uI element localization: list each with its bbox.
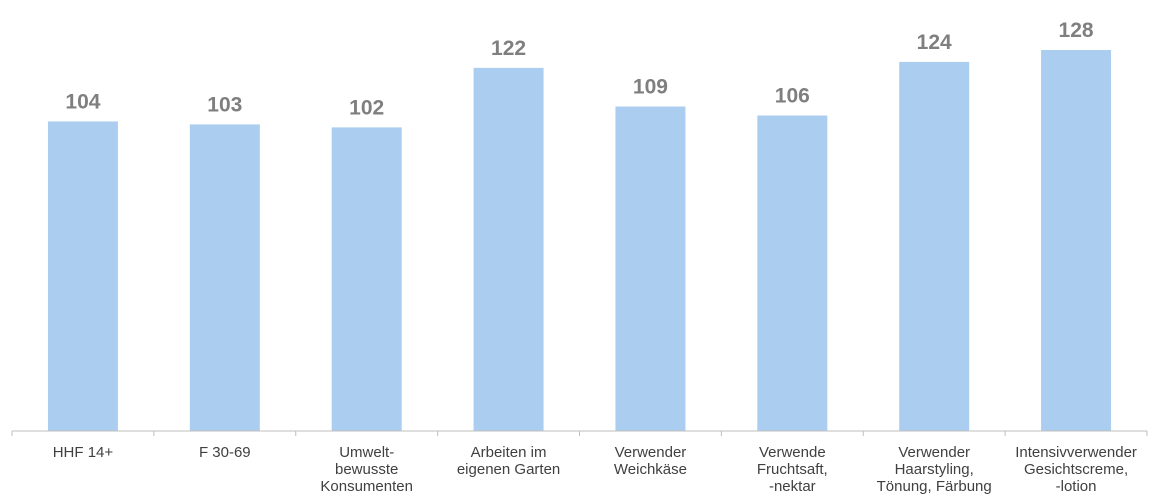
- x-axis-ticks-group: [11, 431, 1148, 436]
- category-label-line: Tönung, Färbung: [877, 478, 992, 495]
- bar-value-label: 104: [65, 90, 100, 113]
- category-label-line: Konsumenten: [320, 478, 413, 495]
- value-labels-group: 104 103 102 122 109 106 124 128: [65, 19, 1093, 119]
- bar-value-label: 122: [491, 37, 526, 60]
- category-label: HHF 14+: [53, 444, 114, 461]
- bar-value-label: 103: [207, 93, 242, 116]
- category-label-line: bewusste: [335, 461, 398, 478]
- bar-value-label: 109: [633, 76, 668, 99]
- category-label-line: Weichkäse: [614, 461, 687, 478]
- bar: [189, 124, 260, 431]
- bar: [615, 106, 686, 431]
- bar-value-label: 106: [775, 84, 810, 107]
- category-label-line: Arbeiten im: [471, 444, 547, 461]
- category-label-line: Verwende: [759, 444, 826, 461]
- category-label-line: Verwender: [898, 444, 970, 461]
- category-label: Intensivverwender Gesichtscreme, -lotion: [1015, 444, 1137, 495]
- bar: [757, 115, 828, 431]
- category-label-line: Fruchtsaft,: [757, 461, 828, 478]
- category-label-line: Verwender: [615, 444, 687, 461]
- category-labels-group: HHF 14+ F 30-69 Umwelt-bewusste Konsumenten…: [53, 444, 1137, 495]
- category-label-line: Intensivverwender: [1015, 444, 1137, 461]
- category-label: Verwender Weichkäse: [614, 444, 687, 478]
- category-label-line: Haarstyling,: [895, 461, 974, 478]
- bar: [47, 121, 118, 431]
- category-label: Verwende Fruchtsaft, -nektar: [757, 444, 828, 495]
- category-label-line: HHF 14+: [53, 444, 114, 461]
- category-label: Arbeiten im eigenen Garten: [457, 444, 560, 478]
- category-label-line: -nektar: [769, 478, 816, 495]
- bar-value-label: 124: [917, 31, 952, 54]
- bar-value-label: 128: [1059, 19, 1094, 42]
- bar: [331, 127, 402, 431]
- category-label-line: Gesichtscreme,: [1024, 461, 1128, 478]
- bar: [473, 67, 544, 431]
- category-label-line: eigenen Garten: [457, 461, 560, 478]
- bars-group: [47, 50, 1112, 431]
- bar: [899, 61, 970, 431]
- category-label-line: -lotion: [1056, 478, 1097, 495]
- category-label-line: F 30-69: [199, 444, 251, 461]
- category-label-line: Umwelt-: [339, 444, 394, 461]
- bar-value-label: 102: [349, 96, 384, 119]
- bar: [1041, 50, 1112, 431]
- category-label: F 30-69: [199, 444, 251, 461]
- category-label: Umwelt-bewusste Konsumenten: [320, 444, 413, 495]
- category-label: Verwender Haarstyling, Tönung, Färbung: [877, 444, 992, 495]
